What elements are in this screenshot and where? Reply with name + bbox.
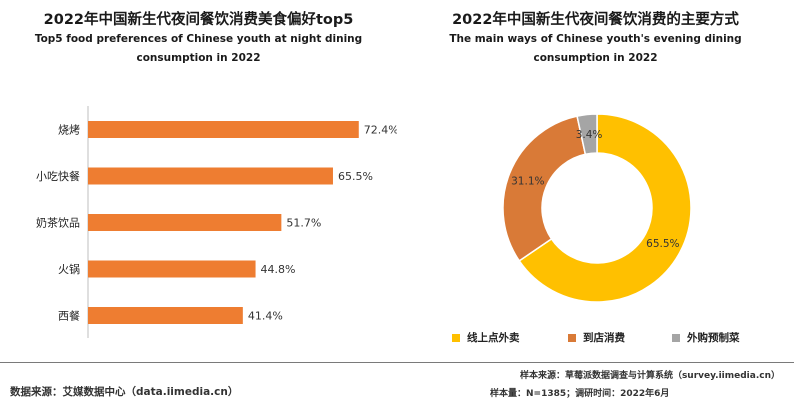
bar: [88, 307, 243, 324]
bar-value-label: 72.4%: [364, 124, 397, 137]
footer-divider: [0, 362, 794, 363]
legend-swatch-dine-in: [568, 333, 576, 342]
bar: [88, 260, 256, 278]
donut-slice: [502, 115, 587, 262]
left-chart-title: 2022年中国新生代夜间餐饮消费美食偏好top5: [43, 12, 354, 28]
bar-chart: 烧烤 72.4% 小吃快餐 65.5% 奶茶饮品 51.7% 火锅 44.8% 西餐 41.4%: [36, 106, 397, 338]
bar-category-label: 西餐: [58, 309, 80, 323]
donut-slice: [518, 113, 692, 303]
legend-label-prepared-food: 外购预制菜: [687, 332, 740, 344]
left-chart-subtitle-line2: consumption in 2022: [136, 52, 261, 64]
legend-label-dine-in: 到店消费: [583, 332, 625, 344]
donut-slice: [576, 113, 598, 156]
left-chart-subtitle-line1: Top5 food preferences of Chinese youth a…: [34, 33, 363, 45]
bar: [88, 214, 282, 231]
bar-value-label: 65.5%: [338, 170, 373, 183]
donut-value-label: 65.5%: [646, 238, 679, 250]
bar: [88, 167, 333, 185]
bar-value-label: 51.7%: [286, 217, 321, 230]
legend-swatch-prepared-food: [672, 333, 680, 342]
bar-category-label: 奶茶饮品: [36, 216, 80, 230]
bar-value-label: 44.8%: [261, 263, 296, 276]
bar-value-label: 41.4%: [248, 310, 283, 323]
bar-category-label: 火锅: [58, 263, 80, 276]
legend-item-dine-in: 到店消费: [568, 330, 625, 345]
legend-item-takeout: 线上点外卖: [452, 330, 520, 345]
bar-category-label: 烧烤: [58, 123, 80, 137]
donut-value-label: 31.1%: [511, 175, 544, 187]
bar: [88, 121, 359, 138]
right-chart-subtitle-line1: The main ways of Chinese youth's evening…: [449, 33, 742, 45]
data-source-text: 数据来源：艾媒数据中心（data.iimedia.cn）: [10, 386, 239, 398]
donut-chart: 65.5% 31.1% 3.4%: [502, 113, 692, 303]
right-chart-title: 2022年中国新生代夜间餐饮消费的主要方式: [452, 12, 739, 28]
legend-item-prepared-food: 外购预制菜: [672, 330, 740, 345]
legend-label-takeout: 线上点外卖: [467, 332, 520, 344]
right-chart-subtitle-line2: consumption in 2022: [533, 52, 658, 64]
sample-size-text: 样本量：N=1385；调研时间：2022年6月: [490, 389, 670, 399]
bar-category-label: 小吃快餐: [36, 169, 80, 183]
sample-source-text: 样本来源：草莓派数据调查与计算系统（survey.iimedia.cn）: [519, 371, 780, 381]
donut-value-label: 3.4%: [576, 129, 603, 141]
legend-swatch-takeout: [452, 333, 460, 342]
